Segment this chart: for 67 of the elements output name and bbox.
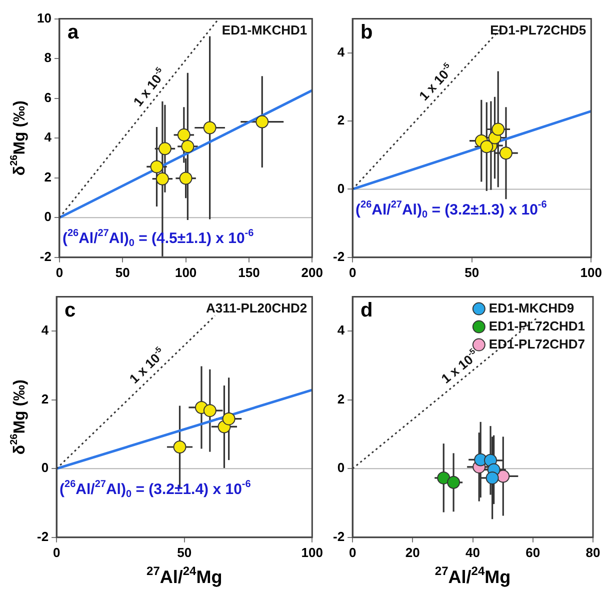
point <box>177 128 190 142</box>
y-tick-label: 0 <box>337 460 345 476</box>
point <box>256 115 269 128</box>
y-tick-label: 4 <box>41 322 50 338</box>
point <box>203 121 216 134</box>
y-tick-label: 4 <box>337 44 346 60</box>
point <box>158 142 172 156</box>
legend-label: ED1-PL72CHD7 <box>488 336 586 352</box>
x-tick-label: 100 <box>174 264 197 280</box>
y-axis-title: δ26Mg (‰) <box>9 380 28 455</box>
y-tick-label: -2 <box>36 528 49 544</box>
point <box>437 471 450 484</box>
x-tick-label: 60 <box>526 544 540 560</box>
x-tick-label: 100 <box>301 544 324 560</box>
text: 1 x 10-5 <box>130 64 165 110</box>
y-tick-label: 6 <box>44 90 52 105</box>
y-tick-label: 0 <box>337 180 345 196</box>
annotation: A311-PL20CHD2 <box>206 300 308 316</box>
y-tick-label: 2 <box>337 112 345 128</box>
point <box>181 140 194 153</box>
point <box>499 146 512 160</box>
x-tick-label: 0 <box>56 264 64 280</box>
point <box>150 160 164 174</box>
point <box>447 476 460 489</box>
x-tick-label: 200 <box>301 264 324 280</box>
y-tick-label: 4 <box>337 322 346 338</box>
y-tick-label: 0 <box>41 460 49 476</box>
x-tick-label: 100 <box>580 264 602 280</box>
legend-label: ED1-PL72CHD1 <box>488 318 586 334</box>
annotation: ED1-MKCHD1 <box>222 22 308 38</box>
point <box>156 172 169 186</box>
y-tick-label: 8 <box>44 50 52 66</box>
y-tick-label: 2 <box>44 169 52 184</box>
y-tick-label: 2 <box>337 391 345 406</box>
annotation: c <box>64 299 76 322</box>
x-tick-label: 0 <box>348 264 356 280</box>
x-tick-label: 50 <box>464 264 480 280</box>
y-tick-label: -2 <box>40 248 52 264</box>
y-tick-label: -2 <box>332 248 345 264</box>
y-tick-label: 4 <box>44 130 52 145</box>
point <box>179 172 192 185</box>
x-tick-label: 80 <box>586 544 600 560</box>
x-tick-label: 40 <box>466 544 480 560</box>
x-tick-label: 50 <box>115 264 130 280</box>
text: 1 x 10-5 <box>126 344 164 386</box>
point <box>222 412 236 426</box>
text: 1 x 10-5 <box>416 60 452 104</box>
point <box>492 122 505 136</box>
y-tick-label: 10 <box>36 10 52 26</box>
point <box>203 404 216 418</box>
annotation: d <box>360 299 373 322</box>
annotation: ED1-PL72CHD5 <box>490 22 586 38</box>
point <box>480 140 494 154</box>
y-tick-label: -2 <box>332 528 345 544</box>
y-tick-label: 0 <box>44 209 52 224</box>
x-tick-label: 150 <box>238 264 260 280</box>
annotation: a <box>67 21 80 44</box>
annotation: b <box>360 21 373 44</box>
y-tick-label: 2 <box>41 391 49 406</box>
x-tick-label: 20 <box>405 544 420 560</box>
x-tick-label: 0 <box>348 544 356 560</box>
y-axis-title: δ26Mg (‰) <box>9 100 28 176</box>
legend-label: ED1-MKCHD9 <box>488 300 574 316</box>
point <box>486 471 499 484</box>
point <box>173 440 186 454</box>
x-tick-label: 50 <box>177 544 192 560</box>
text: 1 x 10-5 <box>438 346 478 386</box>
